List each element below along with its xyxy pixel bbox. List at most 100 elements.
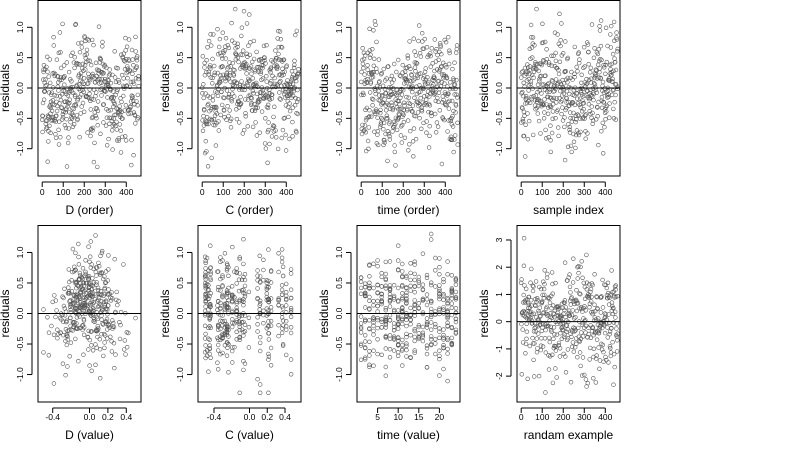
data-point — [110, 326, 115, 331]
data-point — [396, 243, 401, 248]
data-point — [117, 336, 123, 342]
data-point — [589, 22, 595, 27]
data-point — [360, 90, 366, 96]
data-point — [556, 133, 561, 139]
data-point — [203, 343, 208, 348]
data-point — [541, 310, 546, 315]
data-point — [212, 70, 218, 76]
data-point — [371, 70, 376, 75]
data-point — [608, 346, 613, 351]
data-point — [53, 132, 58, 137]
data-point — [235, 55, 241, 60]
data-point — [257, 96, 262, 102]
data-point — [250, 76, 255, 81]
data-point — [288, 325, 294, 330]
data-point — [424, 320, 430, 325]
data-point — [528, 79, 534, 84]
data-point — [521, 292, 526, 298]
data-point — [536, 103, 541, 109]
data-point — [409, 73, 414, 78]
data-point — [258, 340, 263, 346]
data-point — [66, 126, 71, 131]
data-point — [371, 328, 376, 334]
data-point — [557, 354, 563, 359]
y-tick-label: 1.0 — [15, 246, 25, 258]
data-point — [61, 303, 67, 309]
data-point — [427, 103, 433, 108]
data-point — [262, 141, 268, 146]
plot-frame — [516, 225, 621, 403]
data-point — [564, 96, 569, 101]
data-point — [95, 108, 101, 114]
data-point — [553, 115, 558, 121]
data-point — [294, 110, 299, 116]
data-point — [408, 261, 413, 266]
data-point — [97, 301, 102, 307]
data-point — [596, 330, 602, 336]
data-point — [371, 298, 376, 304]
data-point — [586, 295, 592, 300]
data-point — [66, 69, 72, 75]
data-point — [84, 52, 90, 57]
data-point — [611, 382, 616, 387]
data-point — [86, 244, 91, 249]
data-point — [575, 325, 581, 331]
data-point — [363, 339, 368, 344]
data-point — [437, 265, 442, 270]
data-point — [288, 308, 294, 313]
data-point — [533, 61, 538, 67]
data-point — [541, 286, 547, 292]
data-point — [117, 320, 122, 325]
data-point — [449, 342, 454, 348]
data-point — [358, 291, 364, 296]
data-point — [408, 322, 413, 327]
y-tick-label: -1.0 — [334, 367, 344, 382]
x-tick-label: 0.4 — [120, 412, 132, 422]
data-point — [134, 99, 139, 104]
data-point — [404, 273, 409, 279]
data-point — [86, 38, 92, 43]
y-tick-label: -0.5 — [15, 336, 25, 351]
data-point — [603, 71, 608, 77]
data-point — [274, 66, 280, 72]
data-point — [607, 320, 612, 325]
data-point — [79, 45, 85, 50]
data-point — [293, 32, 298, 38]
data-point — [399, 92, 405, 97]
y-tick-label: 1.0 — [334, 246, 344, 258]
data-point — [220, 30, 226, 35]
data-point — [452, 92, 457, 97]
data-point — [293, 95, 298, 101]
data-point — [224, 70, 230, 76]
data-point — [249, 96, 255, 101]
data-point — [589, 76, 594, 81]
data-point — [121, 51, 127, 56]
data-point — [67, 97, 72, 102]
x-tick-label: 300 — [417, 187, 431, 197]
data-point — [396, 326, 401, 331]
data-point — [600, 305, 606, 310]
x-tick-label: 400 — [598, 187, 612, 197]
data-point — [215, 360, 220, 365]
data-point — [279, 292, 285, 297]
data-point — [429, 342, 434, 348]
data-point — [550, 291, 555, 296]
data-point — [381, 66, 386, 72]
data-point — [202, 60, 207, 66]
data-point — [203, 284, 208, 289]
data-point — [99, 76, 105, 82]
data-point — [411, 126, 417, 131]
data-point — [102, 345, 107, 351]
x-tick-label: 100 — [375, 187, 389, 197]
data-point — [59, 92, 65, 97]
data-point — [568, 143, 574, 149]
data-point — [449, 305, 454, 310]
data-point — [210, 98, 216, 103]
data-point — [564, 105, 569, 111]
data-point — [118, 322, 123, 328]
data-point — [529, 266, 534, 272]
data-point — [93, 60, 99, 65]
data-point — [439, 64, 444, 70]
data-point — [123, 35, 128, 41]
data-point — [70, 246, 76, 252]
